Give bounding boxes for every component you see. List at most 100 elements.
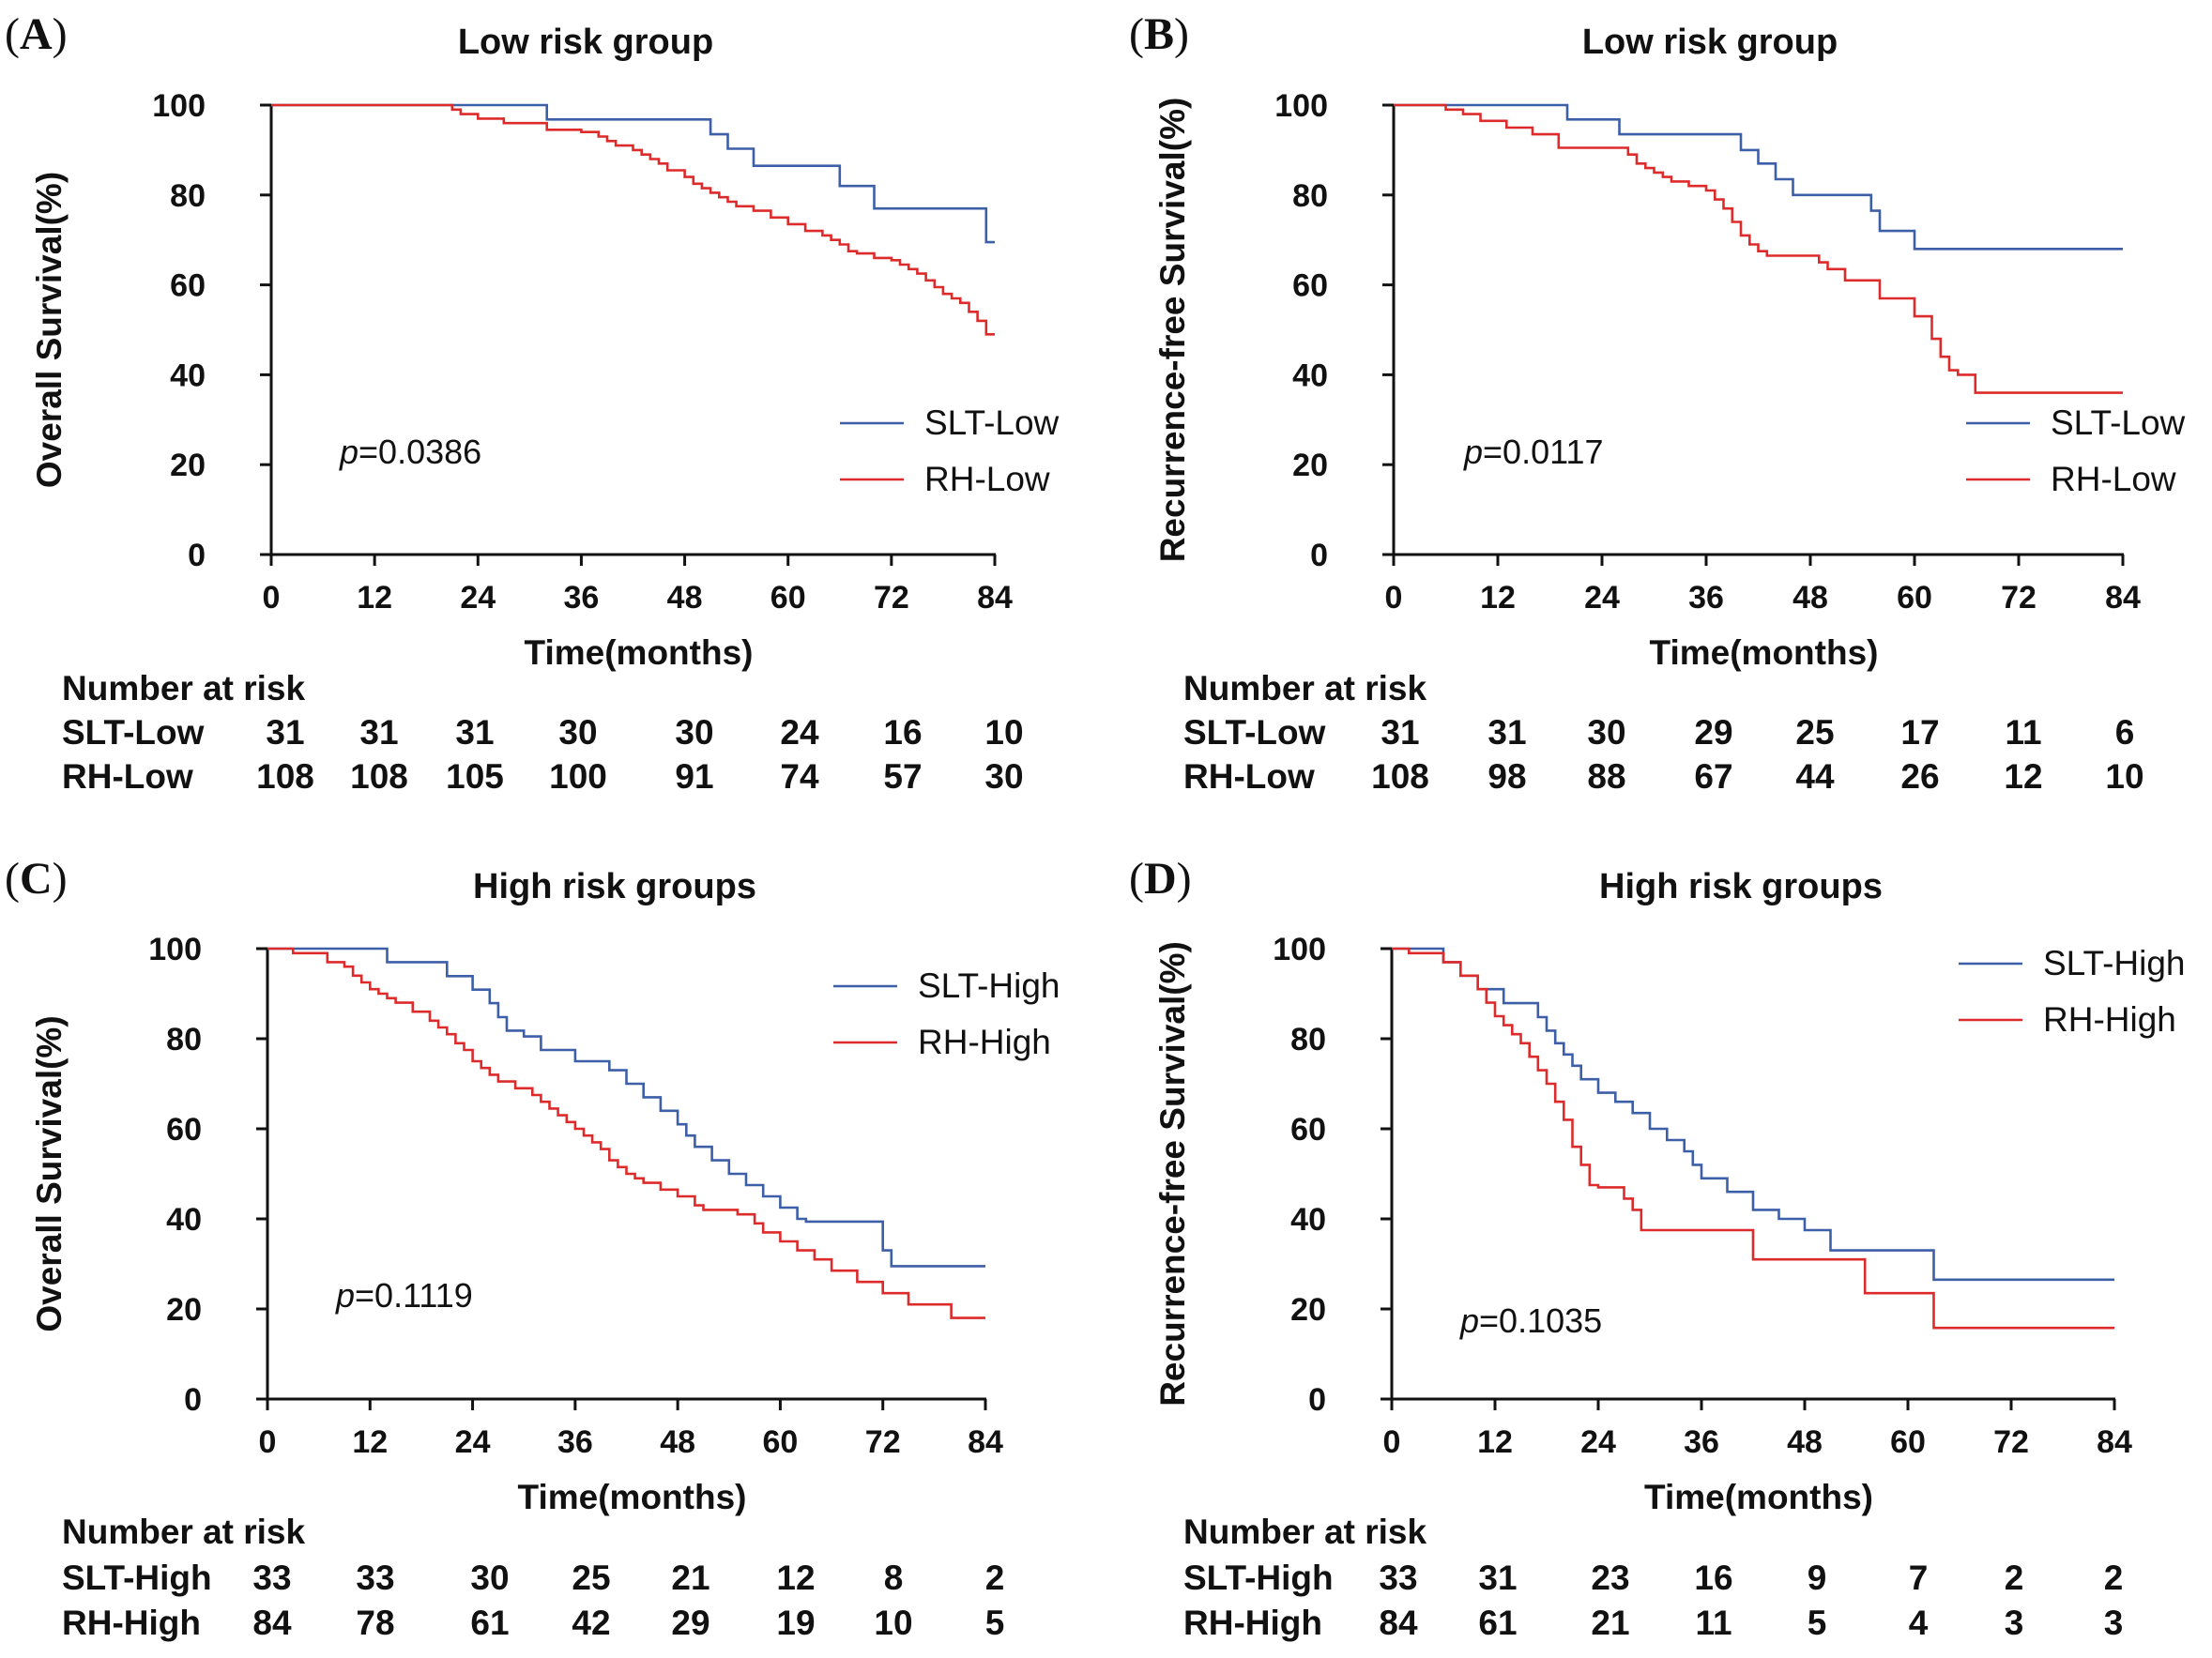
y-tick-label: 40: [1290, 1202, 1326, 1238]
chart-title: High risk groups: [1599, 867, 1883, 906]
x-tick-label: 12: [352, 1424, 388, 1460]
risk-cell: 21: [1591, 1604, 1629, 1642]
risk-cell: 108: [1371, 757, 1429, 796]
y-tick-label: 60: [1290, 1112, 1326, 1148]
risk-cell: 33: [252, 1559, 291, 1597]
x-tick-label: 84: [977, 580, 1013, 616]
legend-label-slt-low: SLT-Low: [2051, 403, 2186, 442]
risk-cell: 2: [2005, 1559, 2024, 1597]
risk-cell: 29: [1694, 713, 1732, 752]
risk-cell: 30: [1587, 713, 1625, 752]
legend-label-rh-high: RH-High: [2043, 1000, 2176, 1039]
risk-row-label: RH-Low: [62, 757, 193, 796]
x-tick-label: 12: [1480, 580, 1516, 616]
risk-cell: 9: [1808, 1559, 1827, 1597]
y-axis-label: Overall Survival(%): [30, 172, 69, 488]
risk-cell: 108: [350, 757, 408, 796]
y-tick-label: 80: [170, 178, 206, 214]
risk-table-header: Number at risk: [62, 669, 306, 707]
risk-cell: 16: [1694, 1559, 1732, 1597]
risk-cell: 108: [256, 757, 314, 796]
risk-cell: 4: [1909, 1604, 1929, 1642]
y-axis-label: Recurrence-free Survival(%): [1153, 941, 1192, 1407]
series-line-rh-low: [1394, 103, 2123, 394]
x-tick-label: 36: [557, 1424, 593, 1460]
risk-row-label: SLT-High: [62, 1559, 212, 1597]
x-tick-label: 24: [1580, 1424, 1616, 1460]
x-tick-label: 84: [968, 1424, 1003, 1460]
risk-cell: 57: [883, 757, 922, 796]
x-tick-label: 72: [2001, 580, 2037, 616]
risk-table: Number at risk SLT-High 33 33 30 25 21 12 8 2 RH-H…: [62, 1513, 1004, 1642]
series-line-slt-high: [1392, 947, 2114, 1282]
risk-cell: 6: [2115, 713, 2135, 752]
panel-letter: (B): [1129, 9, 1189, 59]
y-tick-label: 0: [188, 538, 206, 573]
legend-label-slt-high: SLT-High: [2043, 944, 2186, 982]
risk-cell: 30: [470, 1559, 509, 1597]
risk-cell: 67: [1694, 757, 1732, 796]
risk-cell: 26: [1900, 757, 1939, 796]
risk-row-label: SLT-Low: [1183, 713, 1326, 752]
x-axis-label: Time(months): [518, 1478, 747, 1516]
risk-cell: 11: [2005, 713, 2041, 752]
chart-title: Low risk group: [1582, 23, 1838, 62]
x-tick-label: 0: [1385, 580, 1403, 616]
risk-cell: 5: [985, 1604, 1005, 1642]
risk-cell: 25: [572, 1559, 610, 1597]
x-tick-label: 48: [1787, 1424, 1823, 1460]
x-tick-label: 0: [263, 580, 281, 616]
risk-cell: 8: [884, 1559, 904, 1597]
x-tick-label: 60: [763, 1424, 799, 1460]
risk-cell: 61: [470, 1604, 509, 1642]
y-tick-label: 100: [1273, 932, 1326, 967]
risk-cell: 10: [874, 1604, 912, 1642]
legend-label-rh-low: RH-Low: [924, 460, 1050, 498]
y-tick-label: 80: [1292, 178, 1328, 214]
x-tick-label: 48: [1792, 580, 1828, 616]
panel-letter: (A): [5, 9, 68, 59]
risk-cell: 12: [776, 1559, 815, 1597]
legend-label-slt-high: SLT-High: [918, 966, 1060, 1005]
risk-cell: 31: [1478, 1559, 1517, 1597]
y-tick-label: 20: [166, 1292, 202, 1328]
y-tick-label: 0: [1310, 538, 1328, 573]
x-tick-label: 24: [1584, 580, 1620, 616]
series-line-rh-high: [1392, 947, 2114, 1330]
risk-table-header: Number at risk: [1183, 669, 1427, 707]
risk-cell: 84: [252, 1604, 292, 1642]
risk-cell: 17: [1900, 713, 1939, 752]
risk-cell: 29: [671, 1604, 709, 1642]
p-value-label: p=0.1035: [1459, 1301, 1602, 1340]
risk-row-label: RH-Low: [1183, 757, 1315, 796]
risk-table: Number at risk SLT-Low 31 31 30 29 25 17 11 6 RH-L…: [1183, 669, 2144, 796]
x-tick-label: 0: [259, 1424, 277, 1460]
risk-cell: 12: [2004, 757, 2042, 796]
risk-row-label: RH-High: [62, 1604, 201, 1642]
x-tick-label: 72: [1993, 1424, 2029, 1460]
risk-cell: 23: [1591, 1559, 1629, 1597]
y-tick-label: 20: [170, 448, 206, 483]
risk-cell: 5: [1808, 1604, 1827, 1642]
series-line-slt-low: [1394, 103, 2123, 251]
x-tick-label: 84: [2105, 580, 2141, 616]
p-value-label: p=0.0386: [339, 433, 481, 471]
risk-cell: 24: [780, 713, 819, 752]
y-tick-label: 60: [170, 268, 206, 304]
risk-cell: 33: [1379, 1559, 1417, 1597]
series-line-slt-high: [267, 947, 985, 1268]
risk-cell: 16: [883, 713, 922, 752]
risk-cell: 30: [984, 757, 1023, 796]
y-tick-label: 40: [166, 1202, 202, 1238]
risk-row-label: SLT-High: [1183, 1559, 1334, 1597]
risk-cell: 31: [359, 713, 398, 752]
risk-cell: 21: [671, 1559, 709, 1597]
risk-cell: 31: [1487, 713, 1526, 752]
x-tick-label: 60: [1890, 1424, 1926, 1460]
legend-label-slt-low: SLT-Low: [924, 403, 1060, 442]
chart-title: High risk groups: [473, 867, 756, 906]
risk-table-header: Number at risk: [1183, 1513, 1427, 1551]
risk-cell: 11: [1695, 1604, 1731, 1642]
